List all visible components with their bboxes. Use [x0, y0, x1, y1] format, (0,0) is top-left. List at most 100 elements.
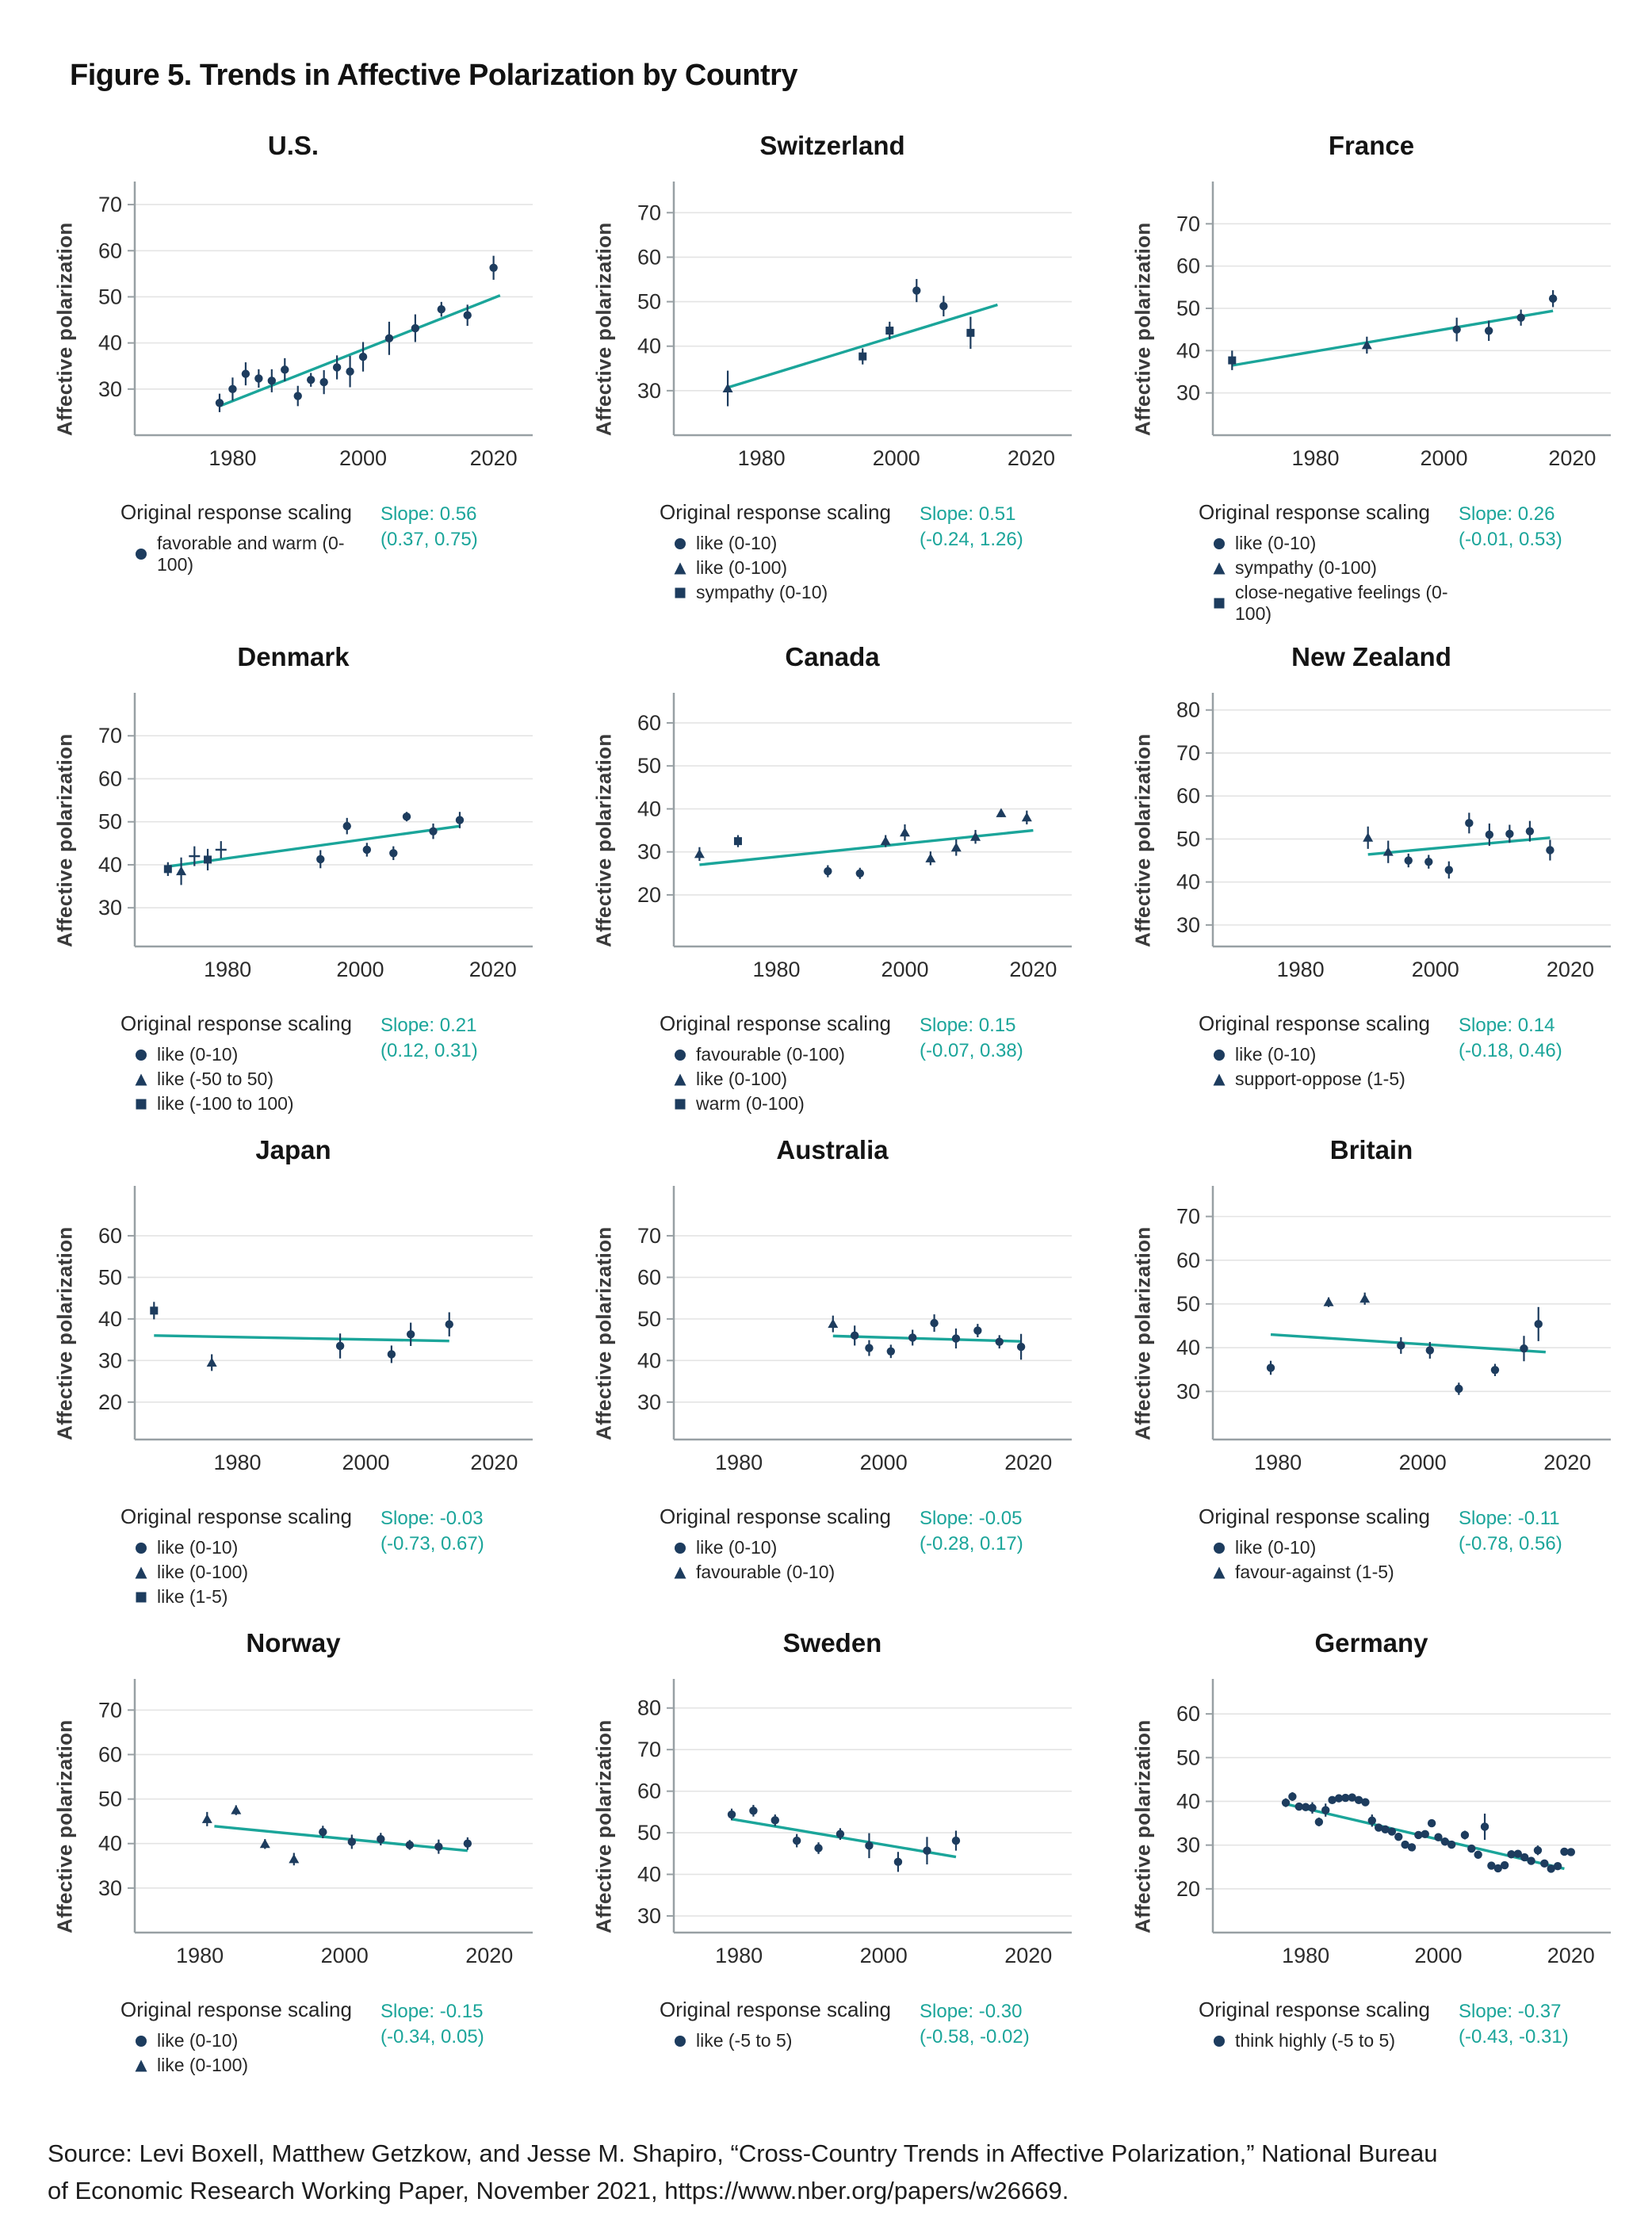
data-point — [1484, 320, 1493, 342]
country-title: Canada — [785, 642, 880, 671]
slope-ci: (-0.43, -0.31) — [1459, 2025, 1569, 2048]
data-point — [405, 1840, 415, 1850]
data-point — [727, 1808, 736, 1821]
country-title: Britain — [1329, 1135, 1413, 1164]
country-title: U.S. — [267, 131, 319, 160]
slope-annotation: Slope: -0.05 (-0.28, 0.17) — [920, 1505, 1078, 1556]
data-point — [694, 847, 705, 862]
data-point — [1328, 1795, 1337, 1805]
legend: Original response scaling like (0-10) like… — [587, 500, 1078, 610]
legend-title: Original response scaling — [1199, 1505, 1430, 1528]
data-point — [1547, 1864, 1555, 1873]
data-point — [859, 348, 867, 365]
x-tick-label: 1980 — [1254, 1451, 1302, 1474]
data-point — [951, 1328, 961, 1349]
data-point — [1487, 1861, 1496, 1870]
y-tick-label: 40 — [98, 1832, 122, 1856]
legend-item-label: like (0-10) — [696, 1537, 778, 1558]
data-point — [749, 1804, 758, 1817]
x-tick-label: 2000 — [1414, 1944, 1462, 1967]
x-tick-label: 1980 — [208, 446, 256, 470]
slope-value: Slope: -0.03 — [380, 1508, 484, 1529]
trend-line — [1232, 309, 1554, 367]
data-point — [1308, 1802, 1317, 1814]
data-point — [1361, 336, 1372, 354]
data-point — [1228, 350, 1237, 370]
x-tick-label: 2020 — [1548, 446, 1596, 470]
legend-item: like (0-100) — [133, 1562, 380, 1583]
data-point — [828, 1315, 839, 1333]
data-point — [1452, 317, 1461, 342]
data-point — [1507, 1850, 1516, 1859]
x-tick-label: 1980 — [214, 1451, 262, 1474]
y-tick-label: 40 — [1176, 1336, 1200, 1359]
data-point — [1485, 823, 1494, 847]
slope-value: Slope: 0.14 — [1459, 1015, 1555, 1036]
country-title: New Zealand — [1291, 642, 1451, 671]
y-axis-label: Affective polarization — [591, 222, 616, 436]
legend-items: Original response scaling like (0-10) like… — [120, 1505, 380, 1611]
y-tick-label: 30 — [637, 840, 661, 864]
data-point — [189, 846, 201, 866]
y-tick-label: 60 — [1176, 1248, 1200, 1272]
y-axis-label: Affective polarization — [1130, 733, 1155, 947]
slope-ci: (-0.07, 0.38) — [920, 1039, 1023, 1061]
data-point — [1460, 1830, 1470, 1840]
legend-item: warm (0-100) — [672, 1093, 920, 1115]
data-point — [316, 850, 325, 869]
slope-annotation: Slope: -0.03 (-0.73, 0.67) — [380, 1505, 539, 1556]
y-tick-label: 50 — [1176, 1745, 1200, 1769]
x-tick-label: 2000 — [339, 446, 387, 470]
panel-canada: Canada Affective polarization 20 30 40 50 60 19… — [587, 639, 1078, 1121]
triangle-marker-icon — [674, 1073, 686, 1085]
y-tick-label: 80 — [637, 1696, 661, 1720]
data-point — [342, 817, 351, 835]
country-title: Japan — [255, 1135, 331, 1164]
square-marker-icon — [136, 1592, 147, 1602]
legend-items: Original response scaling like (0-10) like… — [660, 500, 920, 606]
panel-france: France Affective polarization 30 40 50 60 70 19… — [1126, 128, 1617, 628]
legend: Original response scaling like (0-10) like… — [48, 1011, 539, 1121]
trend-line — [167, 824, 461, 868]
plot-area: Affective polarization 30 40 50 60 70 80 1980 20… — [587, 1671, 1078, 1982]
y-tick-label: 60 — [98, 1742, 122, 1766]
x-tick-label: 2020 — [1004, 1944, 1052, 1967]
legend-item-label: like (0-100) — [157, 1562, 249, 1582]
data-point — [1414, 1830, 1423, 1840]
slope-ci: (-0.01, 0.53) — [1459, 528, 1562, 550]
legend-item-label: like (0-100) — [157, 2055, 249, 2075]
slope-ci: (-0.58, -0.02) — [920, 2025, 1030, 2048]
circle-marker-icon — [136, 1049, 147, 1061]
legend-items: Original response scaling like (0-10) favo… — [660, 1505, 920, 1586]
data-point — [402, 812, 411, 822]
triangle-marker-icon — [1213, 1073, 1226, 1085]
panel-norway: Norway Affective polarization 30 40 50 60 70 19… — [48, 1625, 539, 2107]
data-point — [1401, 1840, 1409, 1849]
x-tick-label: 1980 — [715, 1944, 763, 1967]
plot-area: Affective polarization 30 40 50 60 70 1980 2000… — [48, 174, 539, 484]
slope-ci: (-0.24, 1.26) — [920, 528, 1023, 550]
legend-item-label: favorable and warm (0-100) — [157, 533, 345, 575]
circle-marker-icon — [1214, 537, 1225, 549]
legend-item-label: like (0-10) — [1235, 1044, 1317, 1065]
data-point — [231, 1805, 242, 1815]
legend-item-label: support-oppose (1-5) — [1235, 1069, 1405, 1089]
data-point — [1323, 1297, 1334, 1307]
legend-item-label: like (-5 to 5) — [696, 2030, 793, 2051]
slope-value: Slope: 0.21 — [380, 1015, 477, 1036]
country-title: Germany — [1314, 1628, 1428, 1658]
y-tick-label: 30 — [1176, 1379, 1200, 1403]
data-point — [865, 1340, 874, 1356]
legend-item: like (-5 to 5) — [672, 2030, 920, 2051]
legend: Original response scaling think highly (-… — [1126, 1998, 1617, 2107]
x-tick-label: 2000 — [860, 1944, 908, 1967]
x-tick-label: 2020 — [469, 958, 517, 981]
scatter-plot: 20 30 40 50 60 1980 2000 2020 — [1176, 1679, 1611, 1967]
data-point — [996, 808, 1007, 817]
slope-value: Slope: 0.26 — [1459, 503, 1555, 525]
y-tick-label: 60 — [637, 1265, 661, 1289]
circle-marker-icon — [675, 1049, 686, 1061]
y-axis-label: Affective polarization — [1130, 1226, 1155, 1440]
trend-line — [1270, 1333, 1546, 1354]
legend-item-label: warm (0-100) — [696, 1093, 805, 1114]
